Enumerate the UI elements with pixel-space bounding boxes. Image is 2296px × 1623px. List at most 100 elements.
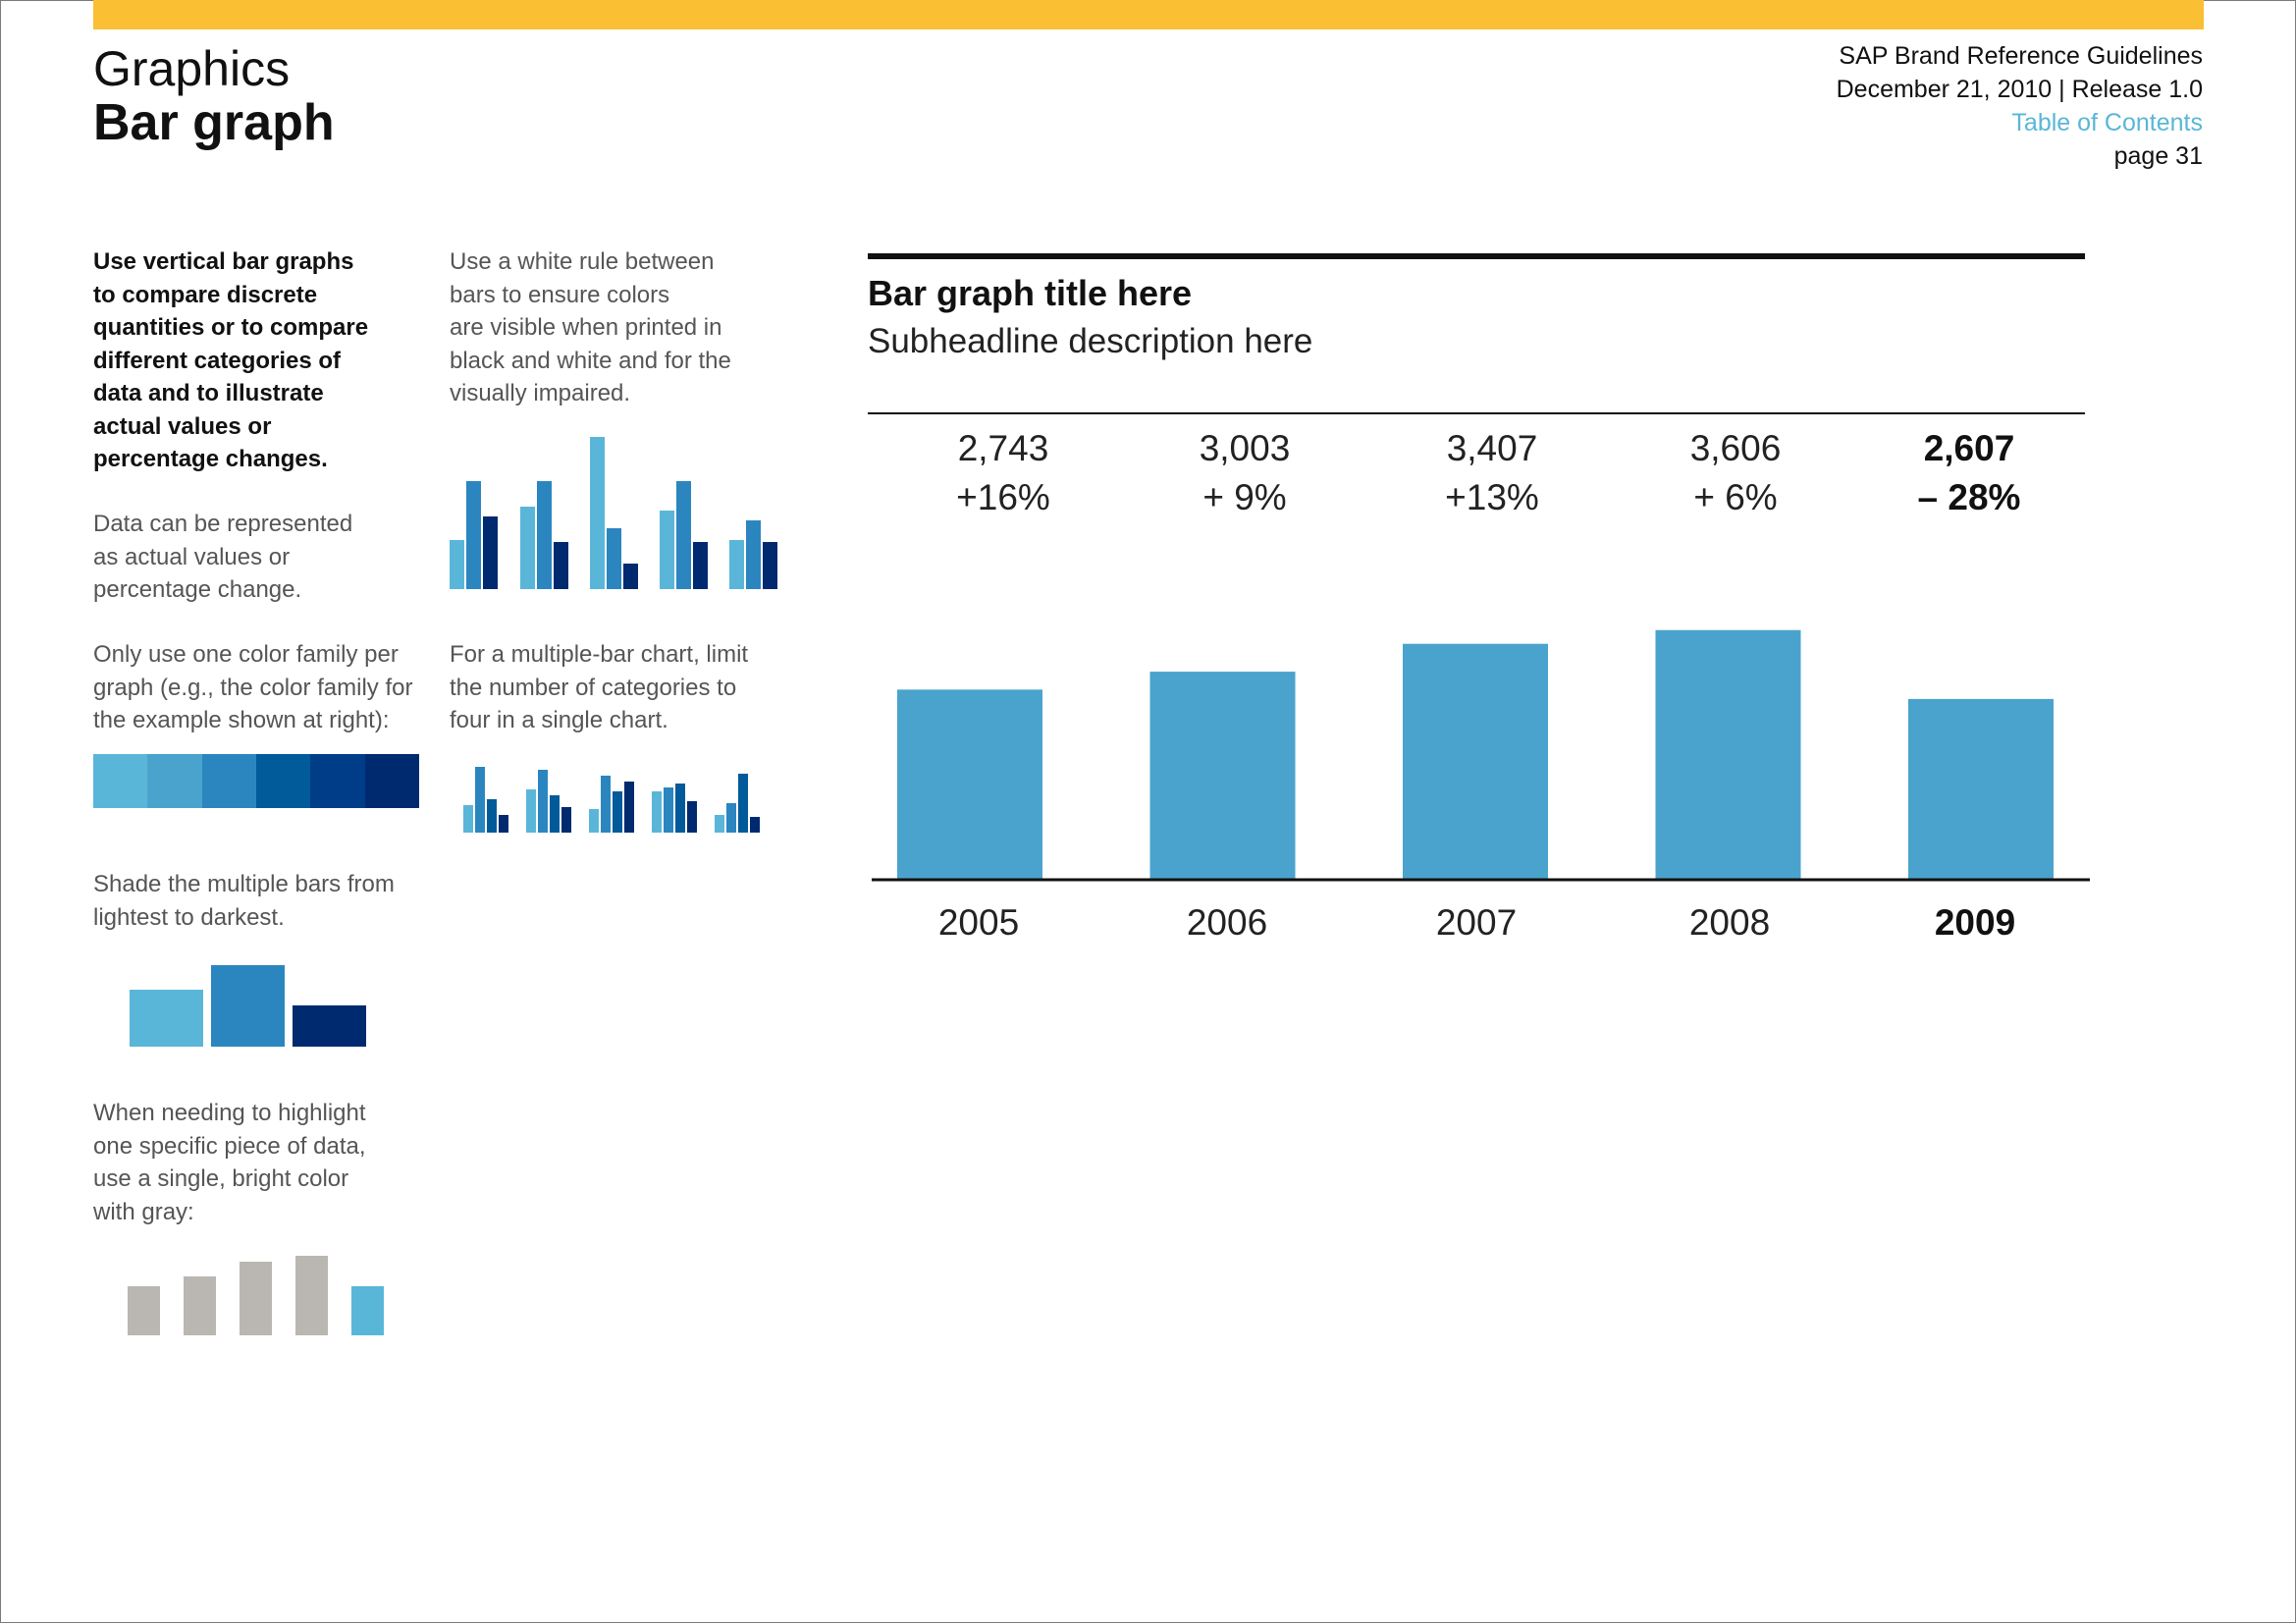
text-line: percentage changes. (93, 446, 328, 472)
table-of-contents-link[interactable]: Table of Contents (2011, 109, 2203, 136)
bar-group (520, 481, 568, 589)
x-tick-label: 2008 (1688, 902, 1771, 943)
shade-bar-light (130, 990, 203, 1047)
shade-bar-mid (211, 965, 285, 1047)
value-label: 3,606 (1689, 428, 1782, 468)
gray-bar (240, 1262, 272, 1335)
category-limit-example-graphic (463, 767, 760, 833)
chart-title: Bar graph title here (868, 273, 1193, 313)
x-tick-label-highlight: 2009 (1934, 902, 2016, 943)
gray-bar (184, 1276, 216, 1335)
data-note: Data can be represented as actual values… (93, 508, 352, 607)
bar-group (463, 767, 508, 833)
text-line: percentage change. (93, 576, 302, 603)
section-title: Graphics (93, 41, 291, 96)
value-label: 3,003 (1199, 428, 1291, 468)
swatch (201, 754, 256, 808)
text-line: with gray: (93, 1198, 194, 1225)
gray-bar (295, 1256, 328, 1335)
text-line: black and white and for the (450, 347, 731, 374)
text-line: bars to ensure colors (450, 281, 670, 308)
change-label: +13% (1445, 477, 1539, 517)
bar-group (526, 770, 571, 833)
shade-bar-dark (293, 1005, 366, 1047)
shade-example-graphic (130, 965, 366, 1047)
main-bar-chart (872, 629, 2090, 882)
text-line: actual values or (93, 412, 272, 440)
text-line: one specific piece of data, (93, 1132, 366, 1160)
bar-group (589, 776, 634, 833)
text-line: the number of categories to (450, 674, 737, 701)
doc-date-release: December 21, 2010 | Release 1.0 (1836, 76, 2203, 103)
color-note: Only use one color family per graph (e.g… (93, 638, 412, 737)
bar-group (590, 437, 638, 589)
page-number: page 31 (2113, 142, 2203, 170)
text-line: Use vertical bar graphs (93, 248, 354, 275)
highlight-bar (351, 1286, 384, 1335)
change-label: + 9% (1202, 477, 1287, 517)
intro-text: Use vertical bar graphs to compare discr… (93, 245, 368, 476)
bar-group (715, 774, 760, 833)
bar-2005 (897, 689, 1042, 879)
x-tick-label: 2007 (1435, 902, 1518, 943)
text-line: different categories of (93, 347, 342, 374)
white-rule-example-graphic (450, 437, 777, 589)
text-line: lightest to darkest. (93, 903, 285, 931)
accent-bar (93, 0, 2204, 29)
value-label: 2,607 (1923, 428, 2015, 468)
chart-subtitle: Subheadline description here (868, 322, 1313, 360)
swatch (364, 754, 419, 808)
text-line: When needing to highlight (93, 1100, 366, 1126)
bar-group (652, 784, 697, 833)
text-line: Use a white rule between (450, 248, 715, 275)
bar-2006 (1149, 672, 1296, 879)
text-line: Data can be represented (93, 511, 353, 537)
limit-note: For a multiple-bar chart, limit the numb… (450, 638, 748, 737)
text-line: quantities or to compare (93, 314, 369, 341)
highlight-example-graphic (128, 1256, 384, 1335)
text-line: Only use one color family per (93, 641, 399, 668)
shade-note: Shade the multiple bars from lightest to… (93, 868, 395, 934)
page-title: Bar graph (93, 94, 335, 151)
data-label-2006: 3,003 + 9% (1147, 424, 1343, 522)
text-line: four in a single chart. (450, 707, 668, 733)
bar-2009 (1908, 698, 2054, 879)
text-line: to compare discrete (93, 281, 318, 308)
bar-group (729, 520, 777, 589)
swatch (310, 754, 365, 808)
swatch (147, 754, 202, 808)
rule-note: Use a white rule between bars to ensure … (450, 245, 731, 410)
text-line: data and to illustrate (93, 380, 324, 406)
color-family-swatches (93, 754, 419, 808)
highlight-note: When needing to highlight one specific p… (93, 1097, 366, 1228)
swatch (255, 754, 311, 808)
value-label: 2,743 (957, 428, 1049, 468)
text-line: the example shown at right): (93, 707, 390, 733)
value-label: 3,407 (1446, 428, 1538, 468)
gray-bar (128, 1286, 160, 1335)
data-label-2008: 3,606 + 6% (1637, 424, 1834, 522)
text-line: use a single, bright color (93, 1165, 349, 1192)
change-label: – 28% (1917, 477, 2021, 517)
x-tick-label: 2006 (1186, 902, 1268, 943)
bar-2008 (1655, 629, 1801, 879)
text-line: are visible when printed in (450, 314, 722, 341)
text-line: visually impaired. (450, 380, 631, 406)
doc-name: SAP Brand Reference Guidelines (1839, 42, 2203, 70)
chart-header-rule (868, 412, 2085, 414)
bar-group (660, 481, 708, 589)
chart-top-rule (868, 253, 2085, 259)
change-label: +16% (956, 477, 1050, 517)
text-line: as actual values or (93, 543, 291, 570)
bar-group (450, 481, 498, 589)
bar-2007 (1403, 643, 1548, 879)
data-label-2005: 2,743 +16% (905, 424, 1101, 522)
swatch (93, 754, 148, 808)
data-label-2007: 3,407 +13% (1394, 424, 1590, 522)
text-line: For a multiple-bar chart, limit (450, 641, 749, 668)
text-line: Shade the multiple bars from (93, 871, 395, 897)
document-meta: SAP Brand Reference Guidelines December … (1837, 39, 2203, 173)
text-line: graph (e.g., the color family for (93, 674, 413, 701)
change-label: + 6% (1693, 477, 1778, 517)
x-tick-label: 2005 (937, 902, 1020, 943)
